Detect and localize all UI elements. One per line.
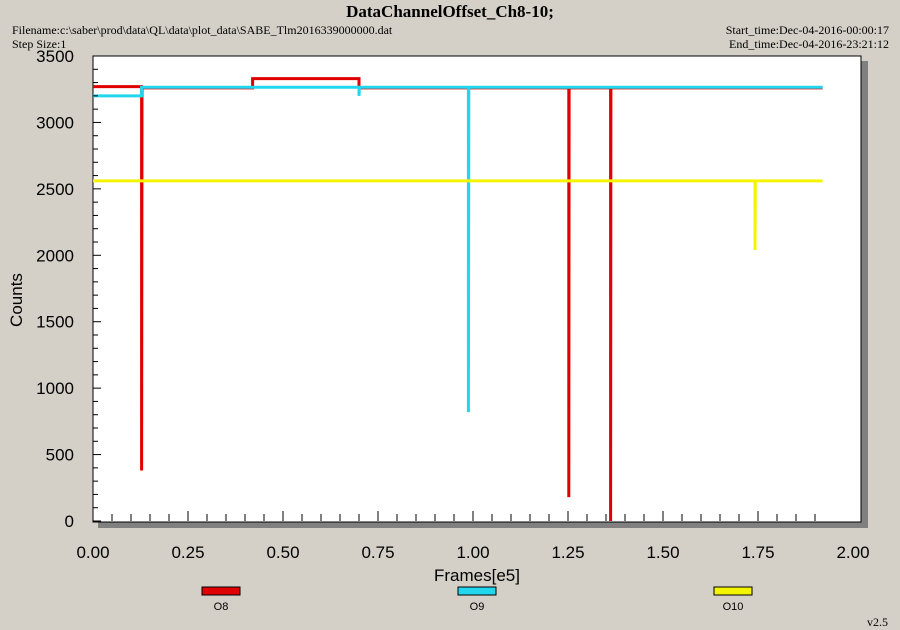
end-time-label: End_time:Dec-04-2016-23:21:12 [729,37,889,51]
version-label: v2.5 [867,615,888,629]
y-tick-label: 3500 [36,47,74,66]
x-tick-label: 0.50 [266,543,299,562]
legend: O8 O9 O10 [201,586,753,613]
series-line-o9 [93,85,823,413]
series-layer [93,77,823,522]
legend-label-o9: O9 [470,601,485,613]
y-tick-label: 1500 [36,313,74,332]
series-line-o10 [93,179,823,251]
y-tick-label: 2000 [36,246,74,265]
x-tick-label: 2.00 [836,543,869,562]
legend-label-o8: O8 [214,601,229,613]
legend-swatch-o9 [457,586,497,596]
y-axis-label: Counts [7,273,26,327]
x-axis-label: Frames[e5] [434,566,520,585]
plot-area [92,55,862,523]
y-tick-label: 500 [46,446,74,465]
y-tick-label: 2500 [36,180,74,199]
tick-labels-layer: 0.00 0.25 0.50 0.75 1.00 1.25 1.50 1.75 2.00 0 500… [36,47,869,562]
step-size-label: Step Size:1 [12,37,66,51]
x-tick-label: 1.25 [551,543,584,562]
x-tick-label: 0.75 [361,543,394,562]
x-tick-label: 1.00 [456,543,489,562]
x-tick-label: 1.75 [741,543,774,562]
chart-title: DataChannelOffset_Ch8-10; [346,2,554,21]
filename-label: Filename:c:\saber\prod\data\QL\data\plot… [12,23,393,37]
legend-swatch-o8 [201,586,241,596]
x-tick-label: 0.25 [171,543,204,562]
x-tick-label: 1.50 [646,543,679,562]
ticks-layer [92,55,816,522]
y-tick-label: 1000 [36,379,74,398]
y-tick-label: 3000 [36,113,74,132]
legend-label-o10: O10 [723,601,744,613]
legend-swatch-o10 [713,586,753,596]
y-tick-label: 0 [65,512,74,531]
start-time-label: Start_time:Dec-04-2016-00:00:17 [726,23,889,37]
x-tick-label: 0.00 [76,543,109,562]
